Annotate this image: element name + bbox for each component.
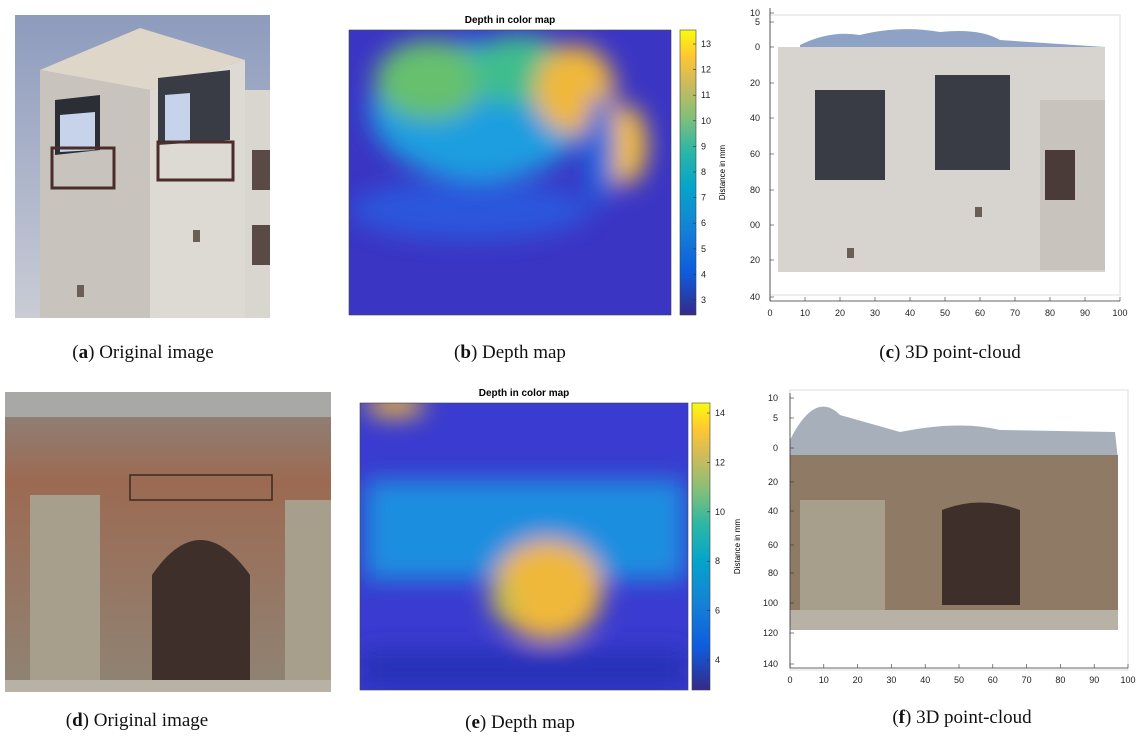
colorbar-label: Distance in mm <box>718 145 727 200</box>
caption-letter: d <box>72 710 83 731</box>
colorbar-tick-label: 10 <box>701 116 711 126</box>
point-cloud-f <box>790 390 1128 670</box>
y-tick-label: 60 <box>768 540 778 550</box>
y-tick-label: 20 <box>750 255 760 265</box>
x-tick-label: 90 <box>1089 675 1099 685</box>
caption-letter: c <box>886 342 894 363</box>
y-tick-label: 0 <box>755 42 760 52</box>
plot-title: Depth in color map <box>479 388 570 399</box>
colorbar-tick-label: 12 <box>701 65 711 75</box>
colorbar-tick-label: 9 <box>701 141 706 151</box>
y-tick-label: 20 <box>768 477 778 487</box>
caption-text: ) Original image <box>88 342 214 363</box>
y-tick-label: 40 <box>750 113 760 123</box>
caption-text: ) Original image <box>83 710 209 731</box>
y-tick-label: 100 <box>763 598 778 608</box>
x-tick-label: 80 <box>1045 308 1055 318</box>
x-tick-label: 30 <box>886 675 896 685</box>
y-tick-label: 10 <box>768 393 778 403</box>
y-tick-label: 80 <box>768 568 778 578</box>
colorbar-tick-label: 10 <box>715 507 725 517</box>
caption-text: ) 3D point-cloud <box>905 707 1032 728</box>
y-tick-label: 5 <box>773 413 778 423</box>
y-tick-label: 20 <box>750 78 760 88</box>
y-tick-label: 60 <box>750 149 760 159</box>
x-tick-label: 70 <box>1022 675 1032 685</box>
colorbar-tick-label: 8 <box>701 167 706 177</box>
colorbar <box>680 30 696 315</box>
colorbar-tick-label: 11 <box>701 90 710 100</box>
caption-letter: a <box>79 342 89 363</box>
caption-text: ) Depth map <box>471 342 566 363</box>
y-tick-label: 40 <box>750 292 760 302</box>
point-cloud-c <box>770 15 1120 295</box>
caption-text: ) Depth map <box>480 712 575 733</box>
y-tick-label: 40 <box>768 506 778 516</box>
colorbar-tick-label: 6 <box>701 218 706 228</box>
x-tick-label: 90 <box>1080 308 1090 318</box>
x-tick-label: 80 <box>1055 675 1065 685</box>
x-tick-label: 20 <box>853 675 863 685</box>
caption: (c) 3D point-cloud <box>879 342 1021 363</box>
colorbar-tick-label: 8 <box>715 556 720 566</box>
x-tick-label: 0 <box>767 308 772 318</box>
colorbar-tick-label: 12 <box>715 457 725 467</box>
x-tick-label: 10 <box>800 308 810 318</box>
colorbar-tick-label: 4 <box>715 655 720 665</box>
x-tick-label: 60 <box>975 308 985 318</box>
x-tick-label: 70 <box>1010 308 1020 318</box>
depth-map-b <box>349 30 671 315</box>
colorbar-label: Distance in mm <box>733 519 742 574</box>
y-tick-label: 120 <box>763 628 778 638</box>
y-tick-label: 0 <box>773 443 778 453</box>
colorbar-tick-label: 4 <box>701 269 706 279</box>
x-tick-label: 10 <box>819 675 829 685</box>
y-tick-label: 5 <box>755 17 760 27</box>
y-tick-label: 00 <box>750 220 760 230</box>
x-tick-label: 100 <box>1112 308 1127 318</box>
x-tick-label: 60 <box>988 675 998 685</box>
colorbar-tick-label: 13 <box>701 39 711 49</box>
x-tick-label: 30 <box>870 308 880 318</box>
colorbar <box>692 403 710 690</box>
caption-text: ) 3D point-cloud <box>894 342 1021 363</box>
figure: (a) Original image (b) Depth map Depth in … <box>0 0 1143 738</box>
depth-map-e <box>360 393 688 690</box>
caption-letter: e <box>471 712 479 733</box>
colorbar-tick-label: 7 <box>701 193 706 203</box>
x-tick-label: 40 <box>920 675 930 685</box>
y-tick-label: 80 <box>750 185 760 195</box>
caption: (b) Depth map <box>454 342 566 363</box>
colorbar-tick-label: 5 <box>701 244 706 254</box>
x-tick-label: 50 <box>954 675 964 685</box>
caption: (a) Original image <box>72 342 213 363</box>
colorbar-tick-label: 3 <box>701 295 706 305</box>
colorbar-tick-label: 14 <box>715 408 725 418</box>
caption: (e) Depth map <box>465 712 575 733</box>
caption: (f) 3D point-cloud <box>892 707 1032 728</box>
x-tick-label: 0 <box>787 675 792 685</box>
colorbar-tick-label: 6 <box>715 606 720 616</box>
x-tick-label: 40 <box>905 308 915 318</box>
photo-gate <box>5 392 331 692</box>
x-tick-label: 50 <box>940 308 950 318</box>
photo-tower <box>15 15 270 318</box>
caption-letter: b <box>460 342 471 363</box>
caption: (d) Original image <box>66 710 208 731</box>
y-tick-label: 140 <box>763 659 778 669</box>
plot-title: Depth in color map <box>465 15 556 26</box>
x-tick-label: 100 <box>1120 675 1135 685</box>
x-tick-label: 20 <box>835 308 845 318</box>
